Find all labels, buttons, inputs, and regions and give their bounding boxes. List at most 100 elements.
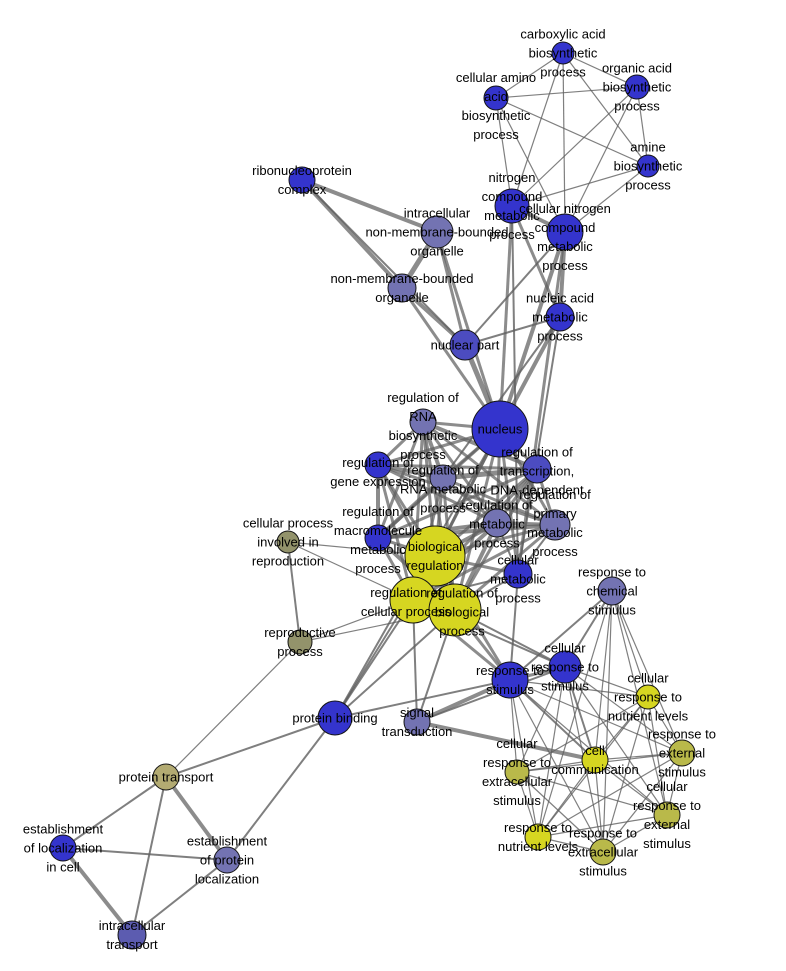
graph-node-label-cres_ex: cellular response to extracellular stimulus: [482, 736, 553, 808]
graph-node-label-oa: organic acid biosynthetic process: [602, 61, 672, 114]
graph-edge: [226, 717, 336, 861]
graph-node-elc[interactable]: [49, 834, 77, 862]
graph-node-label-cpir: cellular process involved in reproduction: [243, 516, 334, 569]
graph-edge: [511, 86, 638, 207]
graph-node-label-pb: protein binding: [292, 711, 377, 726]
graph-node-rp[interactable]: [287, 629, 313, 655]
nodes-layer: [49, 41, 696, 950]
graph-node-label-crs: cellular response to stimulus: [531, 641, 599, 694]
graph-node-rrm[interactable]: [429, 464, 457, 492]
graph-node-label-epl: establishment of protein localization: [187, 834, 268, 887]
graph-node-label-ca: carboxylic acid biosynthetic process: [520, 27, 605, 80]
graph-node-label-rpm: regulation of primary metabolic process: [519, 487, 591, 559]
graph-node-label-rnl: response to nutrient levels: [498, 820, 579, 854]
graph-node-rnp[interactable]: [288, 166, 316, 194]
graph-node-rnl[interactable]: [524, 823, 552, 851]
graph-node-label-rexs: response to extracellular stimulus: [568, 826, 639, 879]
graph-edge: [301, 179, 466, 346]
graph-edge: [62, 776, 167, 849]
graph-edge: [377, 463, 538, 471]
graph-edge: [511, 52, 564, 207]
graph-node-epl[interactable]: [213, 846, 241, 874]
graph-node-rge[interactable]: [364, 451, 392, 479]
graph-node-am[interactable]: [636, 154, 660, 178]
graph-node-cpir[interactable]: [276, 530, 300, 554]
graph-edge: [509, 679, 649, 698]
graph-edge: [416, 720, 596, 762]
graph-edge: [562, 52, 649, 167]
graph-edge: [594, 590, 613, 761]
graph-node-inmbo[interactable]: [420, 215, 454, 249]
graph-edge: [611, 590, 683, 754]
graph-node-it[interactable]: [117, 920, 147, 950]
graph-edge: [510, 205, 562, 318]
graph-edge: [442, 466, 538, 481]
graph-edge: [412, 523, 556, 602]
graph-edge: [594, 759, 604, 853]
graph-node-cncm[interactable]: [546, 213, 584, 251]
graph-edge: [165, 641, 301, 778]
graph-node-cre[interactable]: [653, 801, 681, 829]
graph-edge: [509, 679, 668, 816]
graph-node-nam[interactable]: [545, 302, 575, 332]
graph-node-cmp[interactable]: [503, 559, 533, 589]
graph-node-nmbo[interactable]: [387, 273, 417, 303]
graph-edge: [287, 541, 301, 643]
graph-node-caa[interactable]: [483, 85, 509, 111]
graph-node-st[interactable]: [403, 708, 431, 736]
graph-node-rrb[interactable]: [409, 408, 437, 436]
graph-node-cc[interactable]: [581, 746, 609, 774]
graph-node-rbp[interactable]: [428, 583, 482, 637]
graph-node-label-crnl: cellular response to nutrient levels: [608, 671, 689, 724]
graph-edge: [301, 178, 438, 234]
graph-edge: [400, 287, 502, 430]
graph-node-oa[interactable]: [624, 74, 650, 100]
graph-node-rpm[interactable]: [539, 509, 571, 541]
graph-node-ncm[interactable]: [494, 188, 530, 224]
graph-node-label-cncm: cellular nitrogen compound metabolic proces…: [519, 201, 611, 273]
graph-node-rtd[interactable]: [522, 454, 552, 484]
graph-edge: [509, 679, 539, 838]
graph-node-rexs[interactable]: [589, 838, 617, 866]
graph-edge: [516, 771, 668, 816]
graph-node-crnl[interactable]: [635, 684, 661, 710]
graph-node-rcs[interactable]: [597, 576, 627, 606]
graph-edge: [62, 847, 228, 861]
graph-node-label-rcs: response to chemical stimulus: [578, 565, 646, 618]
graph-node-br[interactable]: [404, 525, 466, 587]
graph-node-label-rs: response to stimulus: [476, 663, 544, 697]
graph-edge: [611, 590, 649, 698]
graph-edge: [537, 752, 683, 838]
graph-node-label-rmm: regulation of macromolecule metabolic proce…: [334, 504, 422, 576]
graph-node-rmm[interactable]: [364, 524, 392, 552]
graph-edge: [511, 165, 649, 207]
graph-node-label-res: response to external stimulus: [648, 727, 716, 780]
graph-node-cres_ex[interactable]: [504, 759, 530, 785]
graph-edge: [602, 696, 649, 853]
graph-node-label-rge: regulation of gene expression: [330, 455, 425, 489]
graph-node-pt[interactable]: [152, 763, 180, 791]
graph-node-label-inmbo: intracellular non-membrane-bounded organel…: [365, 206, 508, 259]
graph-edge: [131, 859, 228, 936]
graph-edge: [421, 421, 499, 524]
graph-node-rs[interactable]: [491, 661, 529, 699]
graph-edge: [537, 814, 668, 838]
graph-node-label-rnp: ribonucleoprotein complex: [252, 163, 352, 197]
graph-node-rm[interactable]: [482, 508, 512, 538]
graph-node-np[interactable]: [449, 329, 481, 361]
graph-node-label-rrb: regulation of RNA biosynthetic process: [387, 390, 459, 462]
graph-edge: [495, 86, 638, 99]
graph-node-crs[interactable]: [548, 650, 582, 684]
graph-edge: [164, 775, 229, 862]
graph-edge: [594, 759, 668, 816]
graph-edge: [334, 679, 511, 719]
graph-node-nuc[interactable]: [471, 400, 529, 458]
graph-node-label-it: intracellular transport: [99, 918, 166, 952]
graph-edge: [131, 776, 167, 936]
graph-node-label-nuc: nucleus: [478, 422, 523, 437]
graph-node-pb[interactable]: [317, 700, 353, 736]
graph-node-ca[interactable]: [551, 41, 575, 65]
graph-node-res[interactable]: [668, 739, 696, 767]
